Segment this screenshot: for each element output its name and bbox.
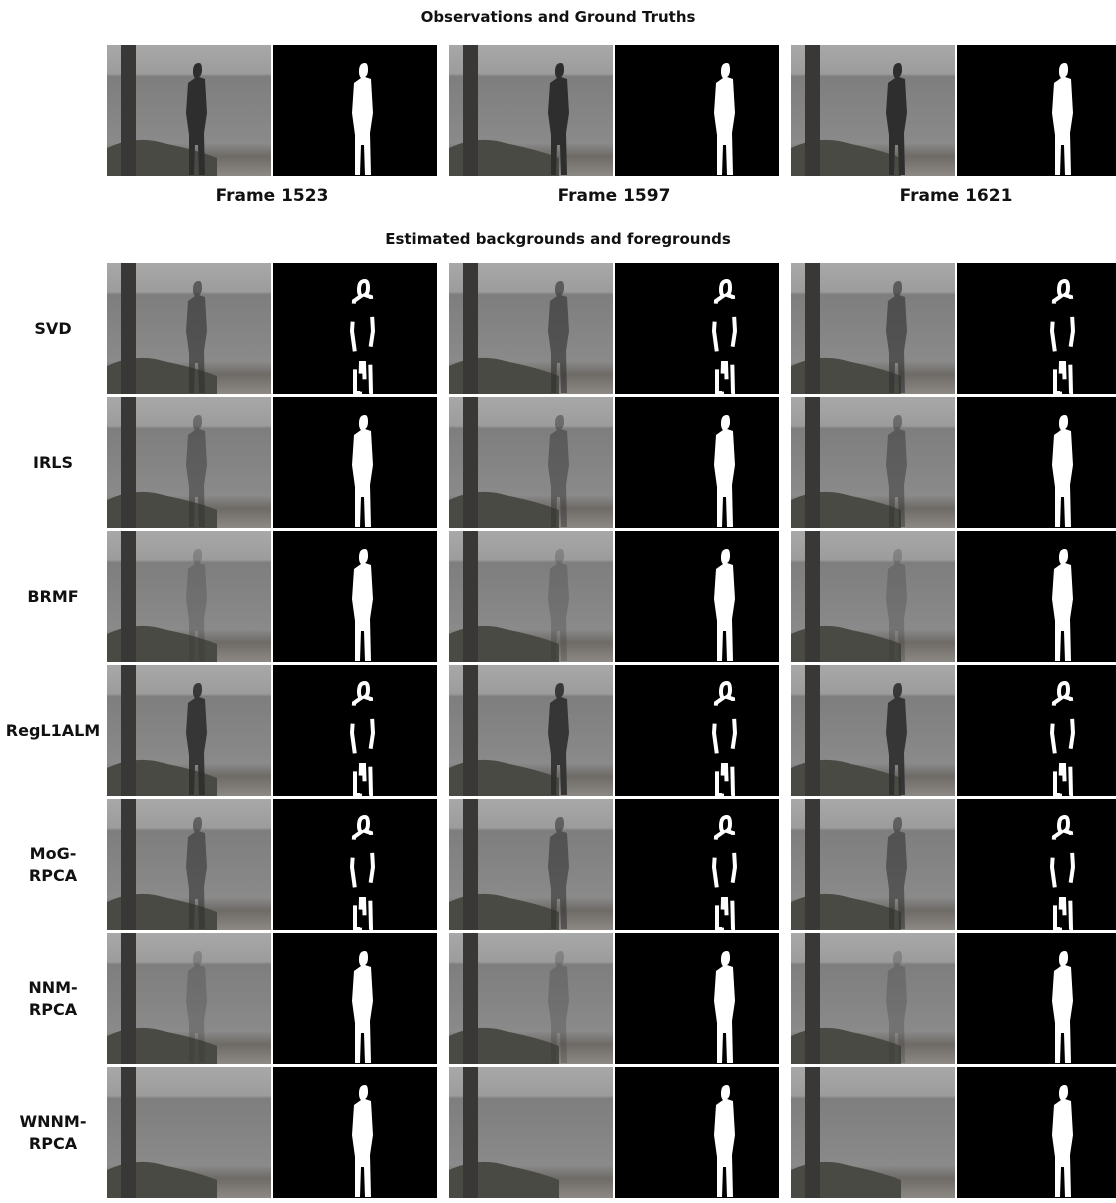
background-image [107, 933, 271, 1064]
frame-label: Frame 1621 [791, 186, 1116, 206]
method-label: WNNM-RPCA [0, 1111, 106, 1155]
foreground-mask [273, 45, 437, 176]
background-image [449, 45, 613, 176]
frame-label: Frame 1597 [449, 186, 779, 206]
foreground-mask [957, 45, 1116, 176]
foreground-mask [273, 263, 437, 394]
background-image [449, 263, 613, 394]
method-label-line: RPCA [0, 1133, 106, 1155]
foreground-mask [273, 665, 437, 796]
foreground-mask [615, 531, 779, 662]
method-label: RegL1ALM [0, 720, 106, 742]
foreground-mask [273, 531, 437, 662]
background-image [791, 665, 955, 796]
background-image [107, 263, 271, 394]
background-image [791, 933, 955, 1064]
figure-title: Observations and Ground Truths [0, 8, 1116, 26]
method-label-line: SVD [0, 318, 106, 340]
figure: Observations and Ground Truths Estimated… [0, 0, 1116, 1203]
frame-label: Frame 1523 [107, 186, 437, 206]
background-image [449, 933, 613, 1064]
background-image [791, 531, 955, 662]
foreground-mask [615, 263, 779, 394]
foreground-mask [957, 263, 1116, 394]
foreground-mask [957, 799, 1116, 930]
background-image [107, 531, 271, 662]
background-image [791, 1067, 955, 1198]
foreground-mask [615, 665, 779, 796]
method-label: NNM-RPCA [0, 977, 106, 1021]
background-image [449, 397, 613, 528]
foreground-mask [957, 933, 1116, 1064]
method-label-line: RPCA [0, 865, 106, 887]
method-label: MoG-RPCA [0, 843, 106, 887]
method-label-line: NNM- [0, 977, 106, 999]
foreground-mask [615, 799, 779, 930]
method-label-line: IRLS [0, 452, 106, 474]
method-label-line: WNNM- [0, 1111, 106, 1133]
foreground-mask [615, 45, 779, 176]
method-label-line: MoG- [0, 843, 106, 865]
foreground-mask [957, 1067, 1116, 1198]
background-image [791, 263, 955, 394]
foreground-mask [957, 531, 1116, 662]
method-label: BRMF [0, 586, 106, 608]
background-image [107, 799, 271, 930]
method-label-line: BRMF [0, 586, 106, 608]
foreground-mask [615, 1067, 779, 1198]
method-label-line: RPCA [0, 999, 106, 1021]
background-image [449, 1067, 613, 1198]
background-image [107, 1067, 271, 1198]
foreground-mask [957, 665, 1116, 796]
background-image [791, 799, 955, 930]
foreground-mask [615, 397, 779, 528]
method-label-line: RegL1ALM [0, 720, 106, 742]
background-image [107, 397, 271, 528]
background-image [449, 665, 613, 796]
foreground-mask [273, 397, 437, 528]
background-image [449, 531, 613, 662]
foreground-mask [273, 799, 437, 930]
foreground-mask [957, 397, 1116, 528]
section-title: Estimated backgrounds and foregrounds [0, 230, 1116, 248]
background-image [107, 665, 271, 796]
background-image [449, 799, 613, 930]
background-image [791, 45, 955, 176]
background-image [107, 45, 271, 176]
background-image [791, 397, 955, 528]
foreground-mask [273, 933, 437, 1064]
foreground-mask [273, 1067, 437, 1198]
method-label: IRLS [0, 452, 106, 474]
foreground-mask [615, 933, 779, 1064]
method-label: SVD [0, 318, 106, 340]
